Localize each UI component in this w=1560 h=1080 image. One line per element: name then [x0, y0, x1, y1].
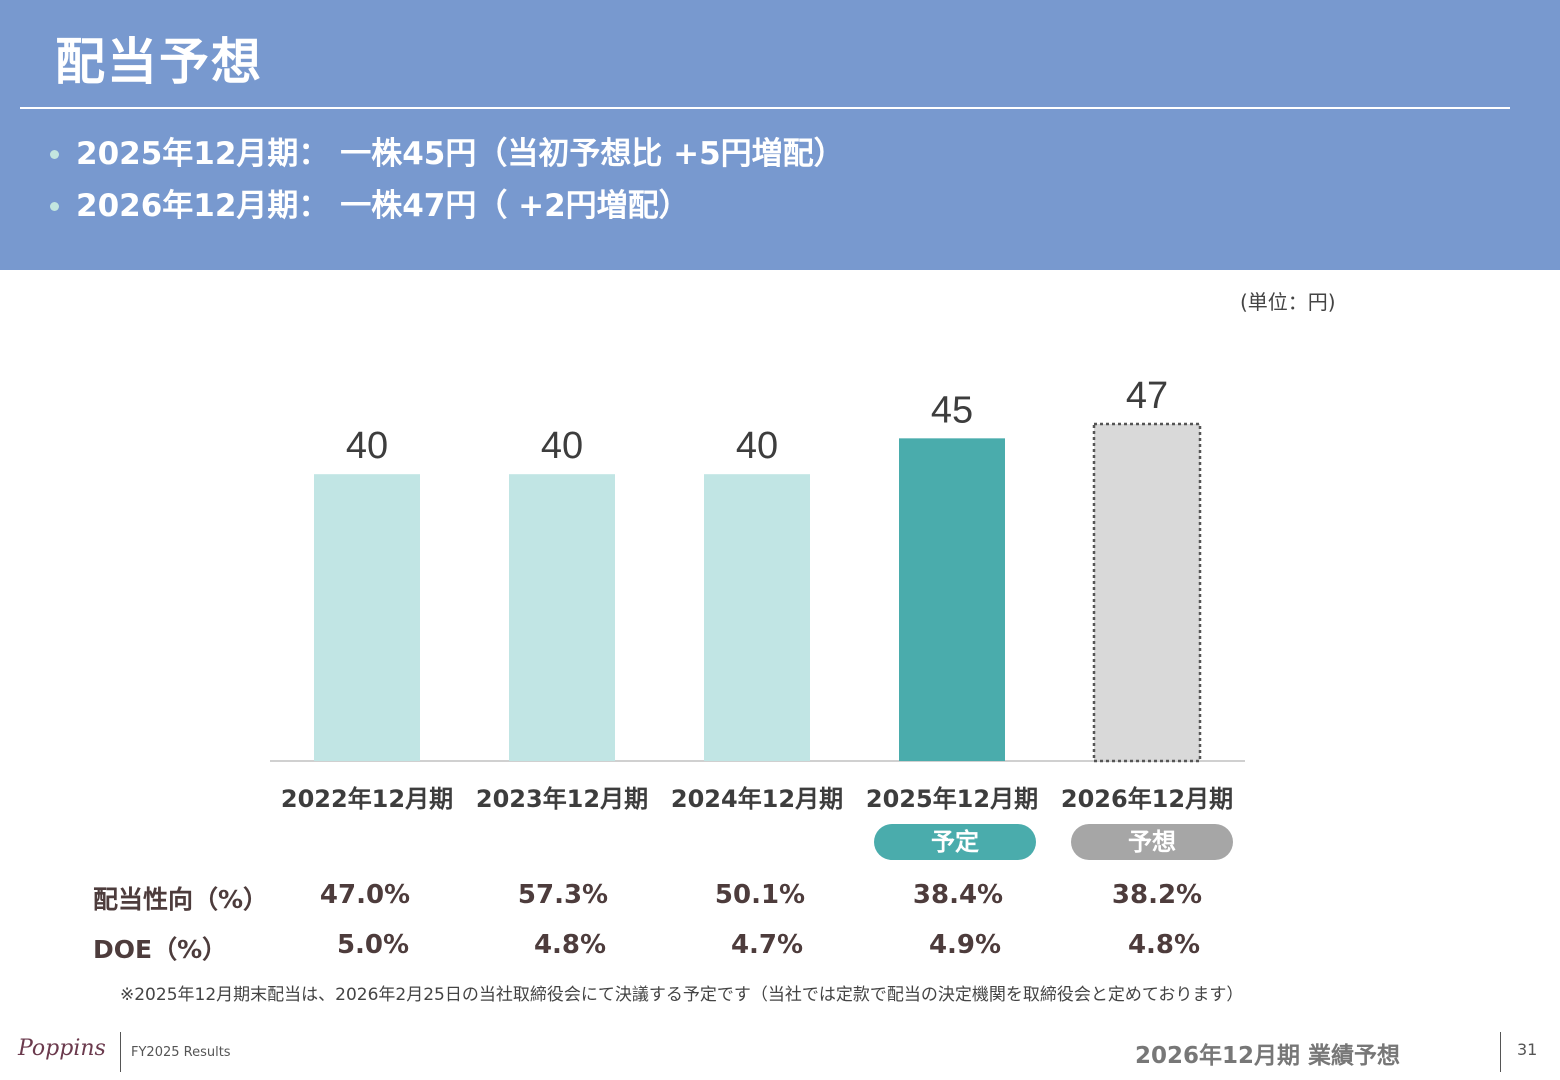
footer-results-label: FY2025 Results: [131, 1045, 231, 1060]
category-label: 2023年12月期: [476, 785, 648, 813]
doe-value: 4.7%: [730, 930, 804, 960]
doe-value: 4.8%: [1127, 930, 1201, 960]
bullet-item: 2025年12月期： 一株45円（当初予想比 +5円増配）: [48, 130, 845, 182]
bar: [899, 438, 1005, 761]
bullet-dot-icon: [50, 150, 59, 159]
footnote: ※2025年12月期末配当は、2026年2月25日の当社取締役会にて決議する予定…: [120, 985, 1244, 1005]
bar: [1092, 422, 1202, 763]
bar-value-label: 45: [931, 389, 973, 431]
doe-value: 4.9%: [928, 930, 1002, 960]
payout-value: 38.2%: [1111, 880, 1203, 910]
page-title: 配当予想: [55, 33, 263, 91]
payout-value: 38.4%: [912, 880, 1004, 910]
bar-value-label: 40: [736, 425, 778, 467]
doe-value: 5.0%: [336, 930, 410, 960]
bullet-text: 2026年12月期： 一株47円（ +2円増配）: [76, 188, 690, 224]
doe-label: DOE（%）: [93, 935, 228, 964]
bar: [704, 474, 810, 761]
doe-value: 4.8%: [533, 930, 607, 960]
category-label: 2024年12月期: [671, 785, 843, 813]
category-label: 2026年12月期: [1061, 785, 1233, 813]
header-banner: 配当予想 2025年12月期： 一株45円（当初予想比 +5円増配） 2026年…: [0, 0, 1560, 270]
footer-divider: [1500, 1032, 1501, 1072]
payout-value: 57.3%: [517, 880, 609, 910]
company-logo: Poppins: [18, 1036, 106, 1061]
payout-value: 47.0%: [319, 880, 411, 910]
bar-value-label: 40: [541, 425, 583, 467]
bullet-dot-icon: [50, 202, 59, 211]
header-divider: [20, 107, 1510, 109]
dividend-bar-chart: 40 2022年12月期 40 2023年12月期 40 2024年12月期 45 2025年…: [270, 375, 1245, 813]
footer-divider: [120, 1032, 121, 1072]
footer-section-title: 2026年12月期 業績予想: [1135, 1043, 1401, 1069]
bar: [509, 474, 615, 761]
planned-tag: 予定: [874, 824, 1036, 860]
category-label: 2025年12月期: [866, 785, 1038, 813]
forecast-tag: 予想: [1071, 824, 1233, 860]
page-number: 31: [1517, 1040, 1538, 1059]
category-label: 2022年12月期: [281, 785, 453, 813]
bullet-list: 2025年12月期： 一株45円（当初予想比 +5円増配） 2026年12月期：…: [48, 130, 845, 234]
bar: [314, 474, 420, 761]
bar-value-label: 40: [346, 425, 388, 467]
bullet-item: 2026年12月期： 一株47円（ +2円増配）: [48, 182, 845, 234]
unit-label: (単位：円): [1240, 290, 1336, 314]
payout-ratio-label: 配当性向（%）: [93, 885, 269, 914]
bullet-text: 2025年12月期： 一株45円（当初予想比 +5円増配）: [76, 136, 845, 172]
payout-value: 50.1%: [714, 880, 806, 910]
bar-value-label: 47: [1126, 375, 1168, 417]
